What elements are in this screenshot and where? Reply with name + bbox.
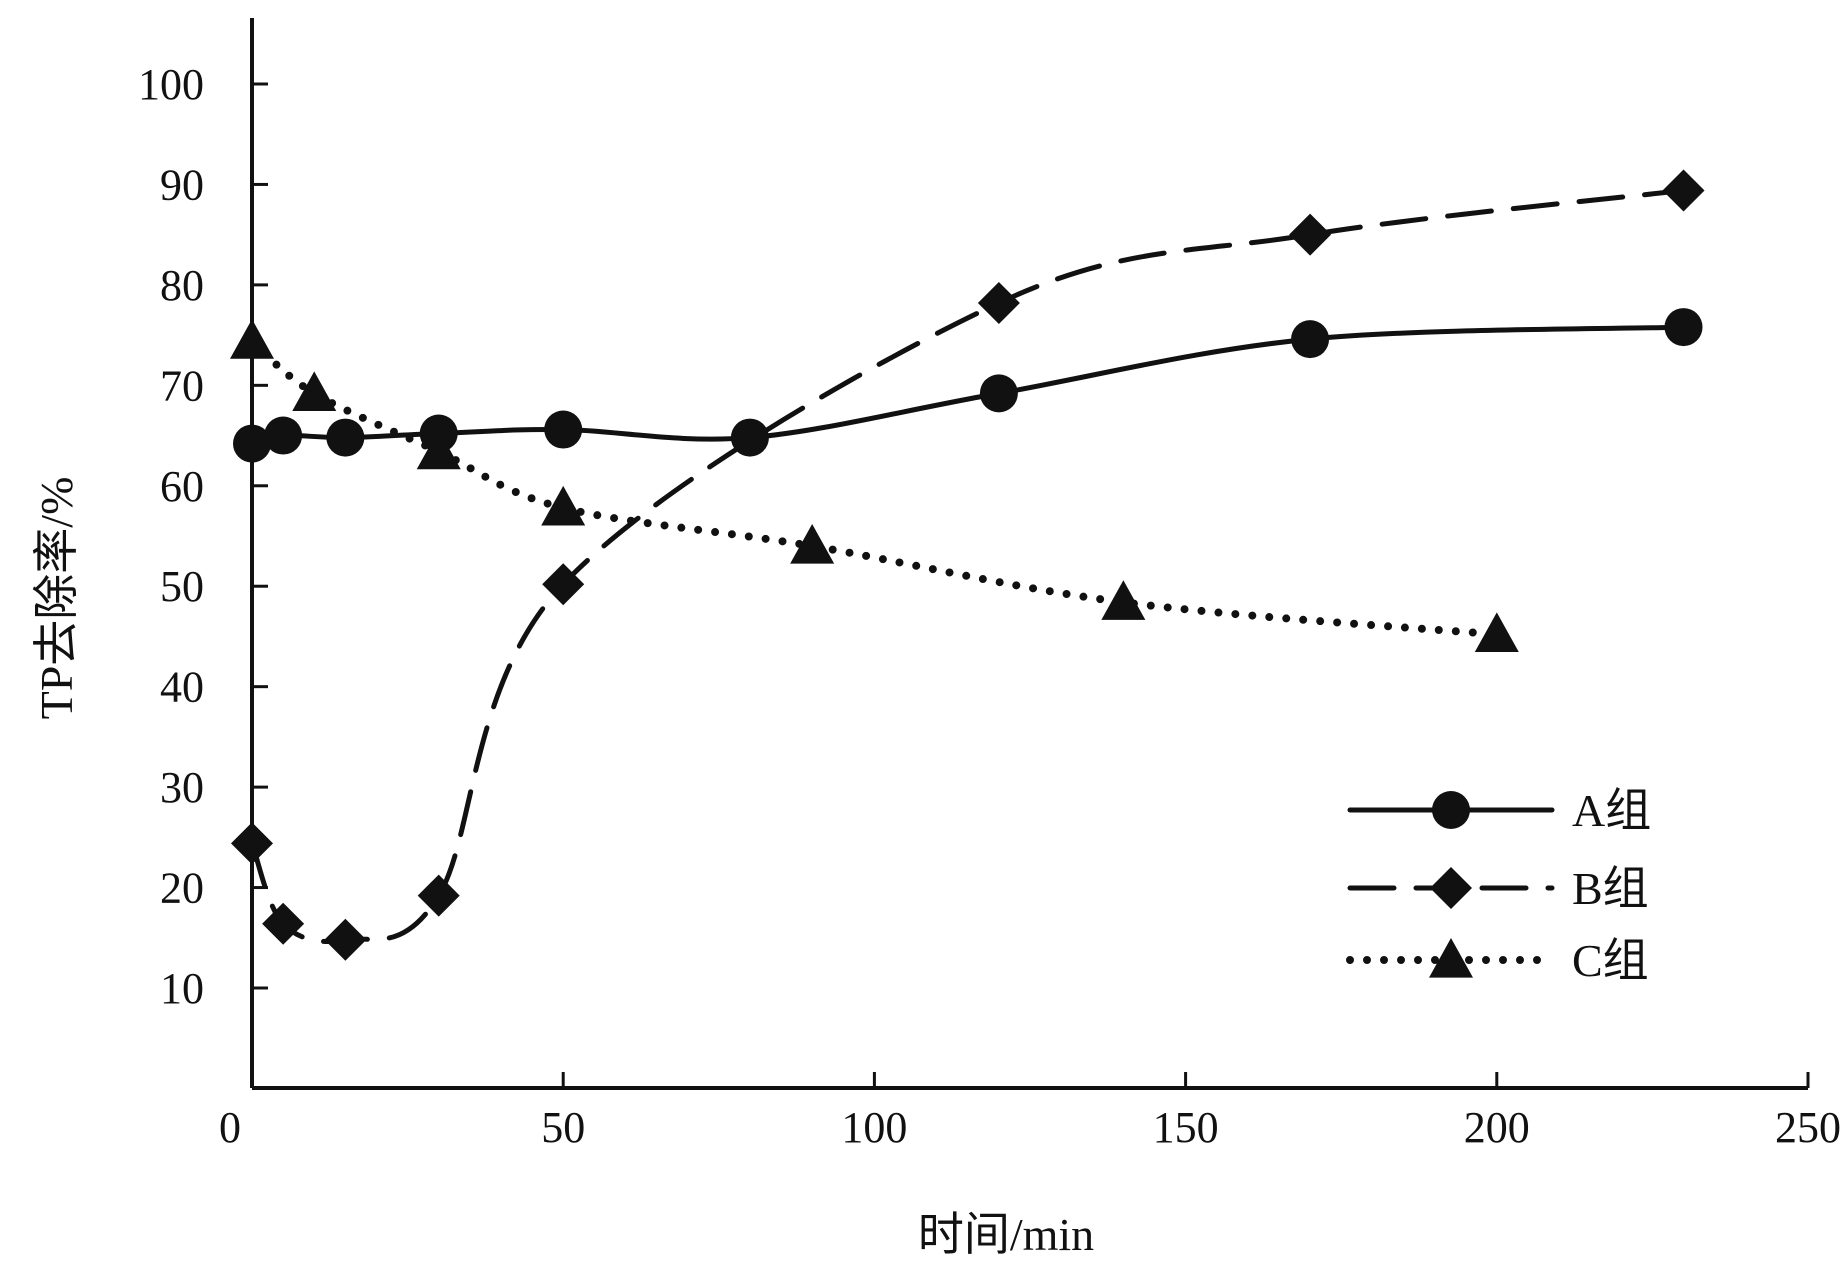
x-axis-title: 时间/min [918, 1209, 1094, 1260]
legend-item: B组 [1347, 863, 1649, 914]
series-layer [230, 169, 1705, 961]
data-point [324, 918, 367, 961]
x-tick-label: 0 [219, 1103, 241, 1152]
data-point [1664, 308, 1703, 347]
legend: A组 B组 C组 [1346, 785, 1651, 986]
legend-label: B组 [1572, 863, 1649, 914]
x-tick-label: 50 [541, 1103, 585, 1152]
data-point [1289, 213, 1332, 256]
legend-item: C组 [1346, 935, 1649, 986]
legend-marker [1432, 791, 1470, 829]
legend-item: A组 [1347, 785, 1651, 836]
data-point [231, 822, 273, 865]
x-tick-label: 250 [1775, 1103, 1841, 1152]
y-axis-title: TP去除率/% [31, 477, 82, 720]
series-b [231, 169, 1705, 961]
y-tick-label: 20 [160, 864, 204, 913]
data-point [262, 902, 305, 945]
data-point [542, 563, 585, 606]
data-point [264, 416, 303, 455]
legend-marker [1430, 867, 1472, 909]
data-point [1662, 169, 1705, 212]
data-point [1101, 580, 1146, 620]
y-tick-label: 10 [160, 964, 204, 1013]
data-point [1474, 612, 1519, 653]
y-tick-label: 40 [160, 663, 204, 712]
data-point [416, 429, 461, 470]
y-tick-label: 100 [138, 60, 204, 109]
data-point [979, 374, 1018, 413]
x-tick-label: 200 [1464, 1103, 1530, 1152]
data-point [1291, 320, 1330, 359]
y-tick-label: 30 [160, 763, 204, 812]
data-point [233, 424, 271, 463]
data-point [544, 410, 583, 449]
series-line [248, 337, 1501, 639]
y-tick-label: 50 [160, 562, 204, 611]
axes: 10 20 30 40 50 60 70 80 90 100 0 50 100 150 200 250 [138, 18, 1841, 1152]
series-line [249, 324, 1687, 447]
series-line [249, 187, 1687, 944]
data-point [292, 371, 337, 411]
data-point [977, 281, 1020, 324]
x-tick-label: 150 [1153, 1103, 1219, 1152]
x-tick-label: 100 [841, 1103, 907, 1152]
data-point [790, 524, 835, 564]
y-tick-label: 70 [160, 361, 204, 410]
data-point [230, 319, 274, 359]
series-c [230, 319, 1519, 653]
legend-label: A组 [1572, 785, 1651, 836]
legend-label: C组 [1572, 935, 1649, 986]
y-tick-label: 80 [160, 261, 204, 310]
y-tick-label: 60 [160, 462, 204, 511]
data-point [417, 874, 460, 917]
data-point [541, 485, 586, 526]
data-point [326, 418, 365, 457]
series-a [233, 308, 1703, 463]
legend-marker [1429, 938, 1473, 978]
y-tick-label: 90 [160, 160, 204, 209]
